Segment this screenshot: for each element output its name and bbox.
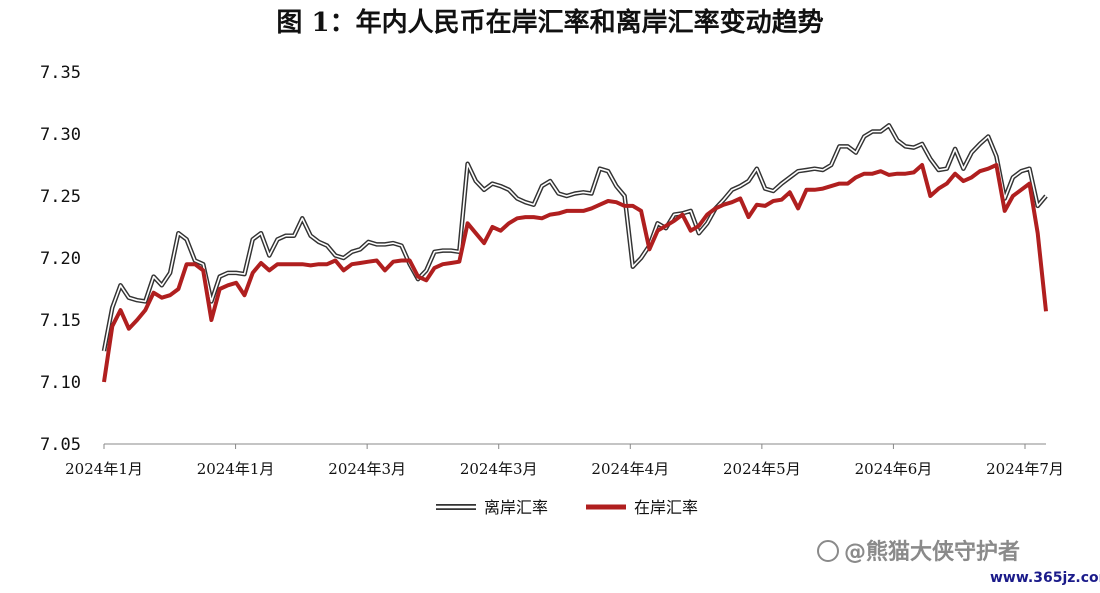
- watermark-url: www.365jz.com: [990, 570, 1100, 586]
- x-tick-label: 2024年7月: [986, 460, 1064, 478]
- y-tick-label: 7.10: [40, 373, 81, 393]
- y-axis-ticks: 7.35 7.30 7.25 7.20 7.15 7.10 7.05: [40, 63, 81, 455]
- x-tick-label: 2024年3月: [460, 460, 538, 478]
- x-tick-label: 2024年3月: [328, 460, 406, 478]
- legend-item-onshore: 在岸汇率: [586, 498, 698, 517]
- chart-title: 图 1：年内人民币在岸汇率和离岸汇率变动趋势: [276, 8, 824, 38]
- y-tick-label: 7.25: [40, 187, 81, 207]
- legend-label-onshore: 在岸汇率: [634, 498, 698, 517]
- series-line-offshore-core: [103, 124, 1047, 352]
- y-tick-label: 7.15: [40, 311, 81, 331]
- x-tick-label: 2024年1月: [197, 460, 275, 478]
- watermark-icon: [817, 540, 839, 562]
- y-tick-label: 7.05: [40, 435, 81, 455]
- series-line-offshore: [101, 123, 1048, 352]
- x-axis-ticks: 2024年1月 2024年1月 2024年3月 2024年3月 2024年4月 2024年…: [65, 444, 1064, 478]
- series-line-onshore: [102, 163, 1048, 383]
- legend: 离岸汇率 在岸汇率: [436, 498, 698, 517]
- y-tick-label: 7.30: [40, 125, 81, 145]
- watermark: @熊猫大侠守护者 www.365jz.com: [817, 539, 1100, 586]
- x-tick-label: 2024年5月: [723, 460, 801, 478]
- legend-label-offshore: 离岸汇率: [484, 498, 548, 517]
- y-tick-label: 7.20: [40, 249, 81, 269]
- x-tick-label: 2024年1月: [65, 460, 143, 478]
- series-layer: [101, 123, 1048, 383]
- watermark-text: @熊猫大侠守护者: [844, 539, 1020, 565]
- x-tick-label: 2024年4月: [591, 460, 669, 478]
- legend-item-offshore: 离岸汇率: [436, 498, 548, 517]
- x-tick-label: 2024年6月: [855, 460, 933, 478]
- y-tick-label: 7.35: [40, 63, 81, 83]
